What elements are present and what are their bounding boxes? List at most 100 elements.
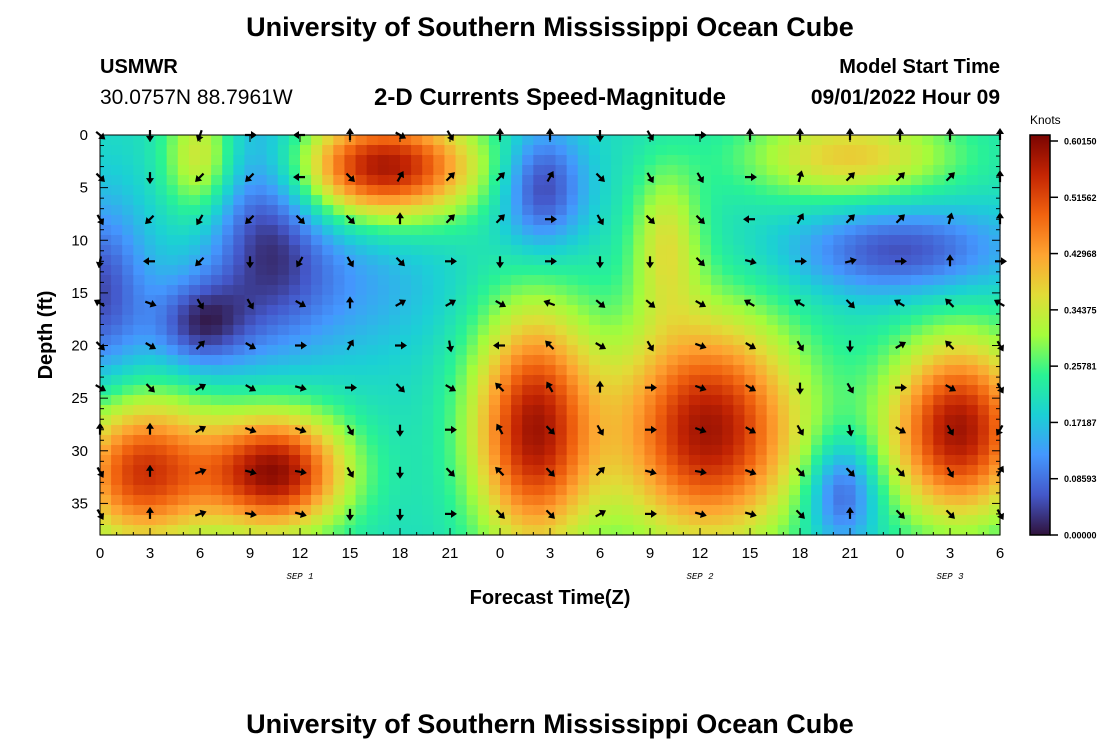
heatmap-cell <box>266 195 279 206</box>
heatmap-cell <box>977 445 990 456</box>
heatmap-cell <box>933 155 946 166</box>
current-vector-arrow <box>345 172 355 183</box>
heatmap-cell <box>300 395 312 406</box>
heatmap-cell <box>833 495 846 506</box>
heatmap-cell <box>888 415 901 426</box>
heatmap-cell <box>600 265 612 276</box>
heatmap-cell <box>811 305 823 316</box>
heatmap-cell <box>588 155 601 166</box>
heatmap-cell <box>466 505 479 516</box>
colorbar-tick-label: 0.00000 <box>1064 531 1097 541</box>
heatmap-cell <box>755 225 768 236</box>
heatmap-cell <box>811 485 823 496</box>
heatmap-cell <box>833 395 846 406</box>
heatmap-cell <box>588 335 601 346</box>
heatmap-cell <box>600 135 612 146</box>
heatmap-cell <box>655 275 668 286</box>
current-vector-arrow <box>645 425 657 434</box>
heatmap-cell <box>411 455 423 466</box>
heatmap-cell <box>733 335 746 346</box>
heatmap-cell <box>611 475 623 486</box>
heatmap-cell <box>233 265 246 276</box>
heatmap-cell <box>655 505 668 516</box>
heatmap-cell <box>877 155 890 166</box>
heatmap-cell <box>200 515 212 526</box>
heatmap-cell <box>177 185 190 196</box>
heatmap-cell <box>366 295 379 306</box>
heatmap-cell <box>877 285 890 296</box>
heatmap-cell <box>811 475 823 486</box>
heatmap-cell <box>966 345 979 356</box>
heatmap-cell <box>544 195 557 206</box>
heatmap-cell <box>833 285 846 296</box>
heatmap-cell <box>355 485 368 496</box>
heatmap-cell <box>888 165 901 176</box>
heatmap-cell <box>277 415 290 426</box>
heatmap-cell <box>677 175 690 186</box>
heatmap-cell <box>755 375 768 386</box>
heatmap-cell <box>622 415 634 426</box>
heatmap-cell <box>866 215 879 226</box>
heatmap-cell <box>744 315 757 326</box>
heatmap-cell <box>555 225 568 236</box>
heatmap-cell <box>877 165 890 176</box>
heatmap-cell <box>466 415 479 426</box>
heatmap-cell <box>366 385 379 396</box>
heatmap-cell <box>166 375 179 386</box>
heatmap-cell <box>355 385 368 396</box>
heatmap-cell <box>522 385 534 396</box>
current-vector-arrow <box>945 298 955 308</box>
heatmap-cell <box>188 345 201 356</box>
heatmap-cell <box>255 355 268 366</box>
heatmap-cell <box>866 325 879 336</box>
heatmap-cell <box>988 305 1001 316</box>
heatmap-cell <box>600 285 612 296</box>
heatmap-cell <box>611 135 623 146</box>
heatmap-cell <box>488 425 501 436</box>
heatmap-cell <box>866 315 879 326</box>
heatmap-cell <box>333 325 346 336</box>
heatmap-cell <box>522 275 534 286</box>
heatmap-cell <box>666 425 679 436</box>
heatmap-cell <box>933 505 946 516</box>
heatmap-cell <box>333 245 346 256</box>
heatmap-cell <box>800 175 812 186</box>
heatmap-cell <box>844 165 857 176</box>
heatmap-cell <box>677 395 690 406</box>
heatmap-cell <box>411 375 423 386</box>
heatmap-cell <box>477 285 490 296</box>
heatmap-cell <box>977 205 990 216</box>
heatmap-cell <box>733 265 746 276</box>
current-vector-arrow <box>445 384 457 392</box>
heatmap-cell <box>555 515 568 526</box>
heatmap-cell <box>755 355 768 366</box>
colorbar-tick-label: 0.51562 <box>1064 193 1097 203</box>
heatmap-cell <box>555 435 568 446</box>
heatmap-cell <box>300 205 312 216</box>
heatmap-cell <box>388 275 401 286</box>
page-title: University of Southern Mississippi Ocean… <box>246 12 854 42</box>
heatmap-cell <box>255 345 268 356</box>
heatmap-cell <box>688 375 701 386</box>
heatmap-cell <box>366 255 379 266</box>
heatmap-cell <box>566 275 579 286</box>
heatmap-cell <box>722 215 734 226</box>
heatmap-cell <box>333 395 346 406</box>
heatmap-cell <box>677 425 690 436</box>
heatmap-cell <box>711 185 723 196</box>
heatmap-cell <box>788 205 801 216</box>
heatmap-cell <box>133 255 146 266</box>
heatmap-cell <box>388 475 401 486</box>
heatmap-cell <box>788 245 801 256</box>
heatmap-cell <box>366 475 379 486</box>
heatmap-cell <box>900 465 912 476</box>
heatmap-cell <box>388 235 401 246</box>
heatmap-cell <box>122 135 134 146</box>
heatmap-cell <box>188 175 201 186</box>
heatmap-cell <box>600 165 612 176</box>
heatmap-cell <box>211 195 223 206</box>
heatmap-cell <box>433 185 446 196</box>
heatmap-cell <box>988 505 1001 516</box>
heatmap-cell <box>911 375 923 386</box>
heatmap-cell <box>355 415 368 426</box>
